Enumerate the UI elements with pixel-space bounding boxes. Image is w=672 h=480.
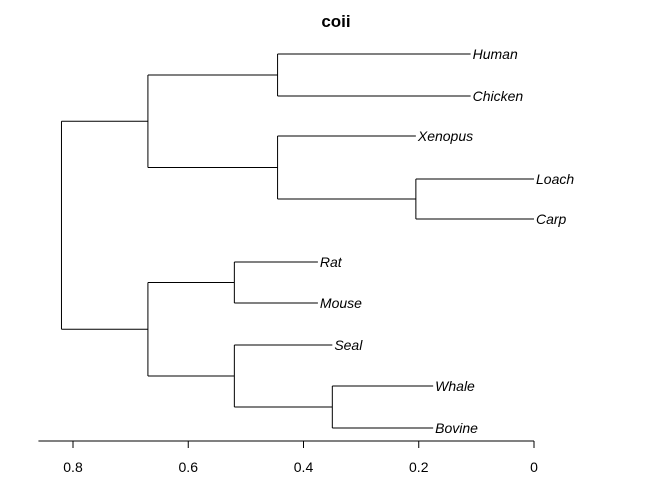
- dendrogram-branches: [60, 53, 534, 429]
- leaf-label-mouse: Mouse: [320, 295, 362, 311]
- leaf-labels: Human Chicken Xenopus Loach Carp Rat Mouse Seal…: [320, 46, 574, 436]
- leaf-label-seal: Seal: [334, 337, 363, 353]
- leaf-label-xenopus: Xenopus: [417, 128, 473, 144]
- x-tick-label-4: 0: [530, 459, 538, 475]
- leaf-label-rat: Rat: [320, 254, 343, 270]
- leaf-label-chicken: Chicken: [473, 88, 524, 104]
- leaf-label-carp: Carp: [536, 211, 567, 227]
- leaf-label-bovine: Bovine: [435, 420, 478, 436]
- x-axis: 0.8 0.6 0.4 0.2 0: [38, 440, 538, 475]
- leaf-label-whale: Whale: [435, 378, 475, 394]
- x-tick-label-1: 0.6: [179, 459, 199, 475]
- leaf-label-loach: Loach: [536, 171, 574, 187]
- leaf-label-human: Human: [473, 46, 518, 62]
- x-tick-label-2: 0.4: [294, 459, 314, 475]
- x-tick-label-0: 0.8: [63, 459, 83, 475]
- x-tick-label-3: 0.2: [409, 459, 429, 475]
- chart-title: coii: [321, 12, 350, 31]
